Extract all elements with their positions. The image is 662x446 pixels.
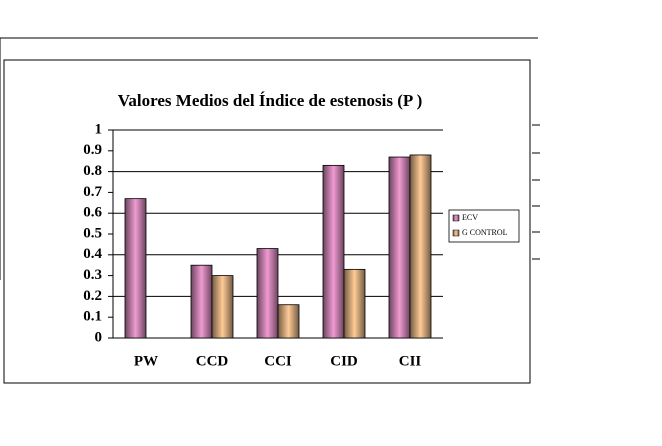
y-tick-label: 0.1 bbox=[83, 309, 102, 325]
bar bbox=[343, 268, 366, 339]
chart-title: Valores Medios del Índice de estenosis (… bbox=[118, 91, 423, 110]
bar bbox=[190, 264, 213, 339]
legend-swatch bbox=[452, 214, 460, 222]
y-tick-label: 0.8 bbox=[83, 163, 102, 179]
bar bbox=[211, 275, 234, 339]
legend-swatch bbox=[452, 229, 460, 237]
x-tick-label: CID bbox=[330, 353, 358, 369]
y-tick-label: 0 bbox=[95, 329, 103, 345]
bar bbox=[256, 248, 279, 339]
y-tick-label: 0.9 bbox=[83, 142, 102, 158]
y-tick-label: 0.7 bbox=[83, 184, 102, 200]
y-tick-label: 0.6 bbox=[83, 205, 102, 221]
bar bbox=[124, 198, 147, 339]
y-tick-label: 0.4 bbox=[83, 246, 102, 262]
bar bbox=[277, 304, 300, 339]
bar bbox=[409, 154, 432, 339]
x-tick-label: CCD bbox=[196, 353, 229, 369]
legend-box bbox=[448, 209, 520, 243]
y-tick-label: 0.3 bbox=[83, 267, 102, 283]
x-tick-label: CII bbox=[399, 353, 422, 369]
y-tick-label: 0.2 bbox=[83, 288, 102, 304]
x-tick-label: PW bbox=[134, 353, 158, 369]
bar bbox=[322, 164, 345, 339]
legend-label: ECV bbox=[462, 213, 478, 222]
bar bbox=[388, 156, 411, 339]
legend-label: G CONTROL bbox=[462, 228, 508, 237]
y-tick-label: 1 bbox=[95, 121, 103, 137]
x-tick-label: CCI bbox=[264, 353, 292, 369]
y-tick-label: 0.5 bbox=[83, 225, 102, 241]
